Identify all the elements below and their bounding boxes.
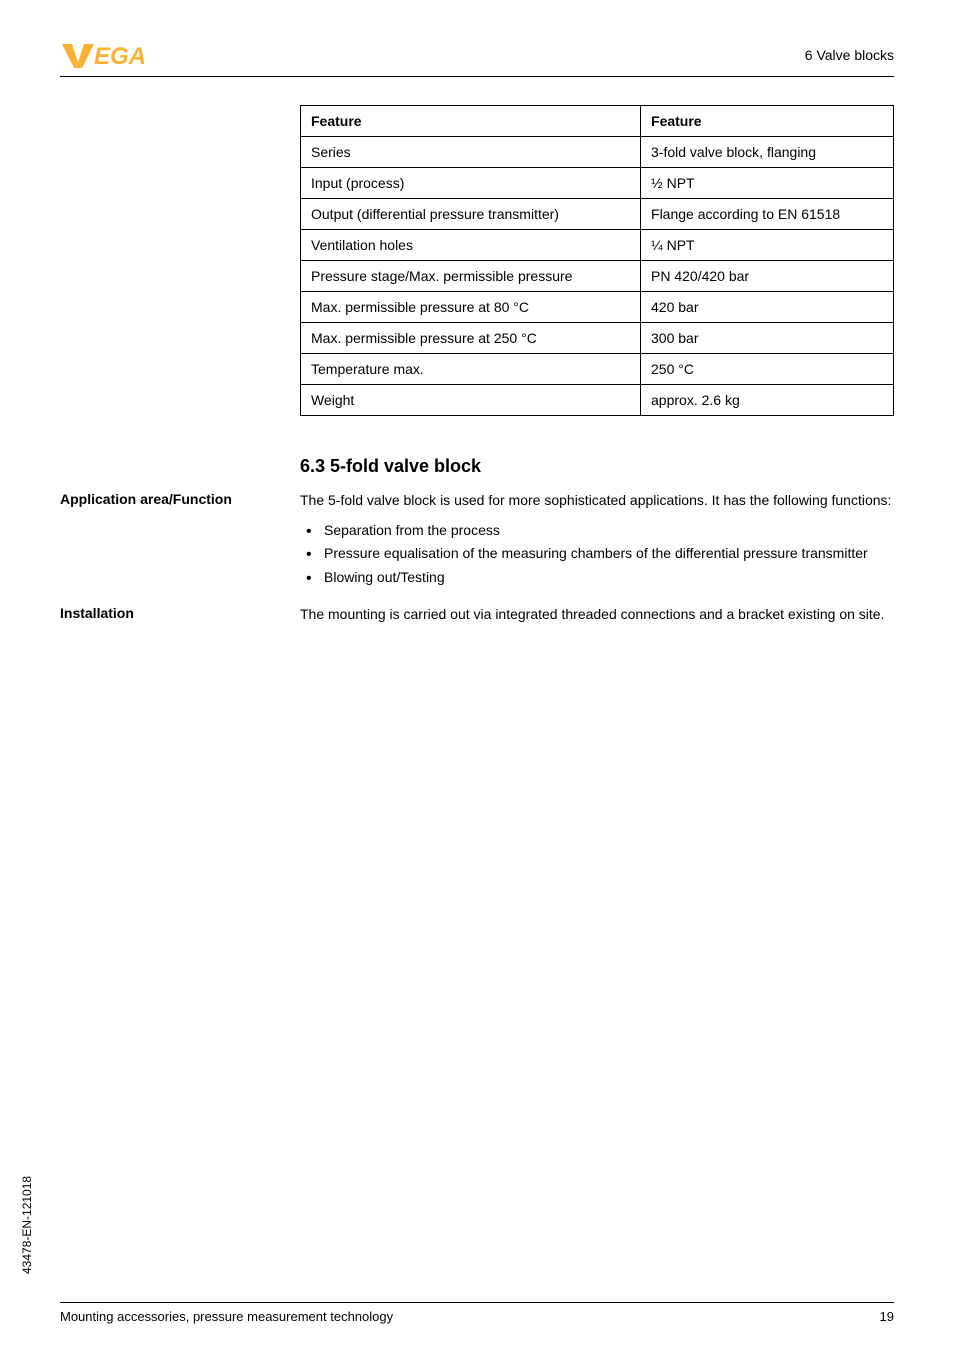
- table-cell-left: Weight: [301, 385, 641, 416]
- page-header: EGA 6 Valve blocks: [60, 40, 894, 77]
- table-cell-right: ½ NPT: [641, 168, 894, 199]
- table-header-row: Feature Feature: [301, 106, 894, 137]
- table-cell-left: Max. permissible pressure at 80 °C: [301, 292, 641, 323]
- footer-left: Mounting accessories, pressure measureme…: [60, 1309, 393, 1324]
- application-block: Application area/Function The 5-fold val…: [60, 491, 894, 591]
- vega-logo: EGA: [60, 40, 170, 70]
- table-cell-left: Output (differential pressure transmitte…: [301, 199, 641, 230]
- table-cell-left: Ventilation holes: [301, 230, 641, 261]
- bullet-item: Separation from the process: [300, 521, 894, 541]
- page-footer: Mounting accessories, pressure measureme…: [60, 1302, 894, 1324]
- table-row: Max. permissible pressure at 250 °C 300 …: [301, 323, 894, 354]
- table-row: Output (differential pressure transmitte…: [301, 199, 894, 230]
- table-cell-left: Pressure stage/Max. permissible pressure: [301, 261, 641, 292]
- footer-right: 19: [880, 1309, 894, 1324]
- table-cell-right: approx. 2.6 kg: [641, 385, 894, 416]
- vega-logo-svg: EGA: [60, 40, 170, 70]
- table-cell-right: 250 °C: [641, 354, 894, 385]
- table-cell-left: Input (process): [301, 168, 641, 199]
- table-cell-left: Series: [301, 137, 641, 168]
- svg-text:EGA: EGA: [94, 43, 146, 70]
- table-row: Temperature max. 250 °C: [301, 354, 894, 385]
- bullet-item: Pressure equalisation of the measuring c…: [300, 544, 894, 564]
- table-row: Input (process) ½ NPT: [301, 168, 894, 199]
- table-row: Pressure stage/Max. permissible pressure…: [301, 261, 894, 292]
- table-header-right: Feature: [641, 106, 894, 137]
- installation-text: The mounting is carried out via integrat…: [300, 605, 894, 625]
- table-cell-right: Flange according to EN 61518: [641, 199, 894, 230]
- table-cell-right: 3-fold valve block, flanging: [641, 137, 894, 168]
- application-bullets: Separation from the process Pressure equ…: [300, 521, 894, 588]
- installation-block: Installation The mounting is carried out…: [60, 605, 894, 625]
- section-heading: 6.3 5-fold valve block: [300, 456, 894, 477]
- table-row: Max. permissible pressure at 80 °C 420 b…: [301, 292, 894, 323]
- bullet-item: Blowing out/Testing: [300, 568, 894, 588]
- table-row: Ventilation holes ¼ NPT: [301, 230, 894, 261]
- application-text: The 5-fold valve block is used for more …: [300, 491, 894, 591]
- table-row: Weight approx. 2.6 kg: [301, 385, 894, 416]
- table-cell-left: Temperature max.: [301, 354, 641, 385]
- table-cell-left: Max. permissible pressure at 250 °C: [301, 323, 641, 354]
- table-cell-right: PN 420/420 bar: [641, 261, 894, 292]
- table-row: Series 3-fold valve block, flanging: [301, 137, 894, 168]
- application-intro: The 5-fold valve block is used for more …: [300, 492, 891, 508]
- header-section-label: 6 Valve blocks: [805, 47, 894, 63]
- application-label: Application area/Function: [60, 491, 300, 591]
- side-vertical-code: 43478-EN-121018: [20, 1176, 34, 1274]
- table-header-left: Feature: [301, 106, 641, 137]
- feature-table: Feature Feature Series 3-fold valve bloc…: [300, 105, 894, 416]
- table-cell-right: 300 bar: [641, 323, 894, 354]
- installation-label: Installation: [60, 605, 300, 625]
- table-cell-right: ¼ NPT: [641, 230, 894, 261]
- table-cell-right: 420 bar: [641, 292, 894, 323]
